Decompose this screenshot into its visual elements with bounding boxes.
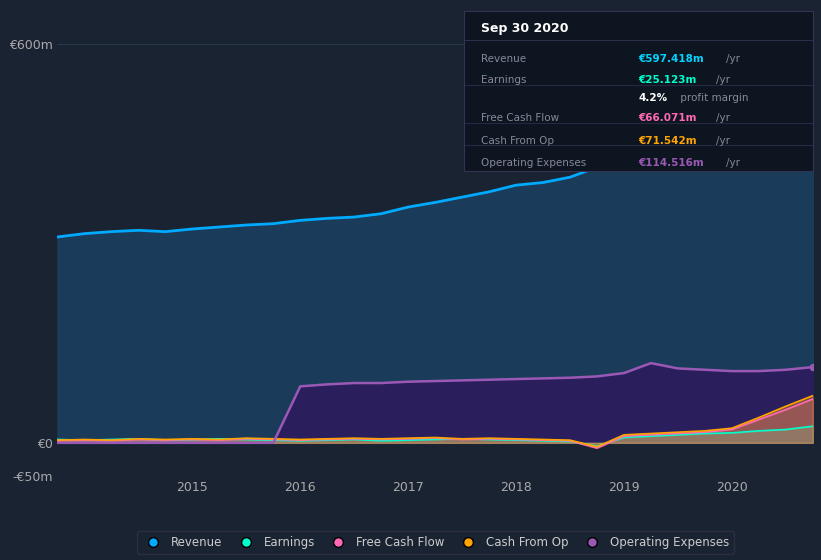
Text: profit margin: profit margin [677, 92, 749, 102]
Text: /yr: /yr [717, 75, 731, 85]
Text: €25.123m: €25.123m [639, 75, 697, 85]
Text: Sep 30 2020: Sep 30 2020 [481, 22, 569, 35]
Text: Free Cash Flow: Free Cash Flow [481, 113, 559, 123]
Text: €114.516m: €114.516m [639, 158, 704, 168]
Point [806, 363, 819, 372]
Text: /yr: /yr [727, 158, 741, 168]
Legend: Revenue, Earnings, Free Cash Flow, Cash From Op, Operating Expenses: Revenue, Earnings, Free Cash Flow, Cash … [136, 531, 734, 554]
Text: Operating Expenses: Operating Expenses [481, 158, 586, 168]
Text: €597.418m: €597.418m [639, 54, 704, 64]
Text: €71.542m: €71.542m [639, 136, 697, 146]
Text: Earnings: Earnings [481, 75, 527, 85]
Text: /yr: /yr [717, 113, 731, 123]
Point [806, 42, 819, 51]
Text: Revenue: Revenue [481, 54, 526, 64]
Text: /yr: /yr [727, 54, 741, 64]
Text: 4.2%: 4.2% [639, 92, 667, 102]
Text: €66.071m: €66.071m [639, 113, 697, 123]
Text: Cash From Op: Cash From Op [481, 136, 554, 146]
Text: /yr: /yr [717, 136, 731, 146]
